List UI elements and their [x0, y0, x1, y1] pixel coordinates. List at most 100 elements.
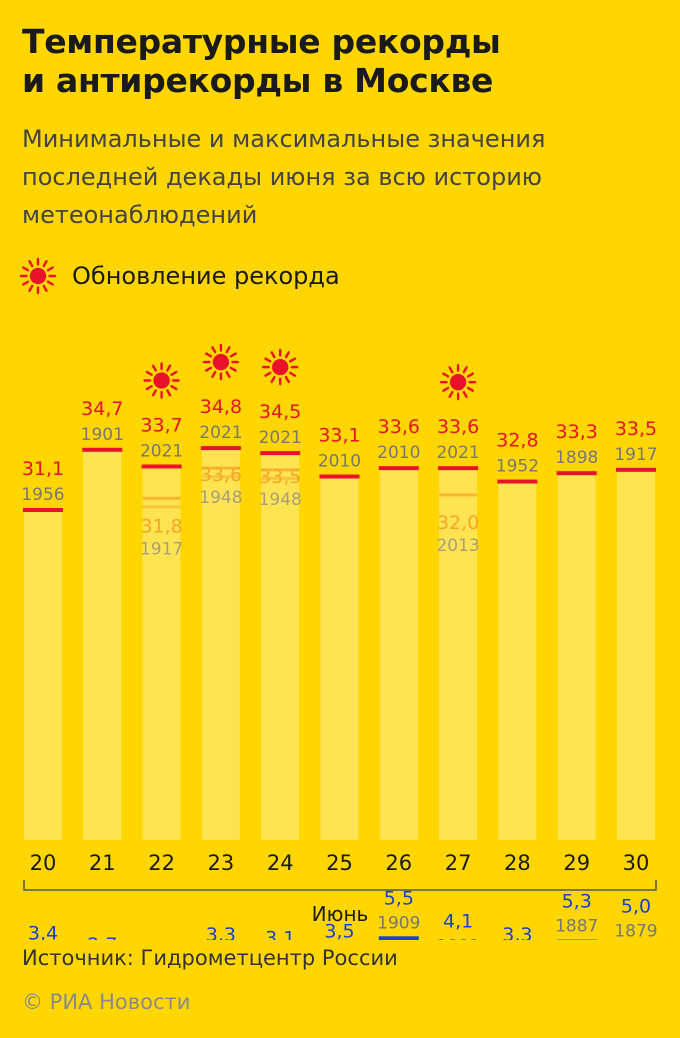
max-year: 2021	[140, 441, 183, 461]
sun-ray	[204, 366, 213, 372]
max-line	[378, 466, 419, 471]
sun-ray	[170, 385, 178, 391]
max-year: 2021	[259, 428, 302, 448]
max-line	[556, 471, 597, 476]
sun-ray	[289, 371, 297, 377]
x-tick-label: 27	[445, 851, 472, 875]
max-line	[260, 451, 301, 456]
copyright: © РИА Новости	[22, 990, 191, 1014]
sun-ray	[211, 346, 217, 354]
min-value: 3,5	[324, 921, 354, 940]
x-tick-label: 30	[623, 851, 650, 875]
max-value: 34,7	[81, 398, 123, 420]
sun-ray	[151, 389, 158, 397]
sun-icon	[19, 257, 57, 295]
max-value: 33,6	[378, 416, 420, 438]
sun-ray	[448, 366, 454, 374]
x-axis-title: Июнь	[312, 902, 369, 926]
max-year: 1917	[614, 445, 657, 465]
previous-max-value: 33,6	[200, 464, 242, 486]
title-line-2: и антирекорды в Москве	[22, 61, 494, 100]
previous-max-year: 2013	[436, 536, 479, 556]
sun-icon	[19, 257, 57, 295]
bar	[557, 473, 596, 840]
max-line	[200, 446, 241, 451]
sun-ray	[170, 370, 178, 376]
min-value: 3,3	[502, 924, 532, 940]
sun-ray	[28, 260, 34, 268]
max-value: 32,8	[496, 430, 538, 452]
sun-ray	[42, 260, 48, 268]
bar	[261, 453, 300, 840]
sun-ray	[270, 351, 276, 359]
min-value: 4,1	[443, 911, 473, 933]
previous-max-line	[261, 468, 300, 472]
max-value: 33,6	[437, 416, 479, 438]
sun-ray	[466, 386, 475, 392]
sun-ray	[284, 375, 290, 384]
sun-core	[212, 353, 230, 371]
sun-core	[449, 374, 467, 391]
min-year: 1881	[436, 937, 479, 940]
max-value: 33,7	[140, 414, 182, 436]
max-line	[82, 447, 123, 452]
previous-max-year: 1917	[140, 539, 183, 559]
max-value: 33,5	[615, 418, 657, 440]
bar	[379, 468, 418, 840]
sun-ray	[462, 366, 468, 374]
max-value: 31,1	[22, 458, 64, 480]
sun-ray	[42, 284, 48, 292]
sun-icon	[262, 348, 299, 386]
bar	[83, 449, 122, 840]
chart-area: 31,119563,418802034,719012,719002133,720…	[21, 343, 658, 940]
previous-max-line-echo	[261, 476, 300, 480]
max-year: 1956	[21, 485, 64, 505]
bar	[439, 468, 478, 840]
sun-icon	[202, 343, 240, 381]
max-value: 33,1	[318, 425, 360, 447]
max-line	[23, 507, 63, 512]
max-year: 1901	[81, 425, 124, 445]
bar	[320, 476, 359, 840]
bar	[142, 466, 181, 840]
x-tick-label: 26	[385, 851, 412, 875]
sun-ray	[264, 357, 272, 363]
min-value: 5,5	[384, 887, 414, 909]
sun-ray	[270, 375, 276, 384]
sun-core	[29, 267, 47, 285]
max-line	[616, 467, 656, 472]
sun-ray	[151, 364, 158, 372]
sun-ray	[448, 390, 454, 399]
min-line	[378, 936, 419, 940]
max-line	[319, 474, 360, 479]
min-value: 2,7	[87, 934, 117, 940]
min-year: 1879	[614, 922, 657, 940]
previous-max-line-echo	[142, 505, 181, 509]
bar	[24, 509, 62, 840]
sun-core	[272, 358, 289, 376]
subtitle-line-1: Минимальные и максимальные значения	[22, 125, 546, 153]
x-tick-label: 21	[89, 851, 116, 875]
sun-ray	[204, 352, 213, 358]
sun-ray	[225, 370, 231, 379]
sun-ray	[225, 346, 231, 354]
min-value: 3,3	[206, 924, 236, 940]
sun-ray	[284, 351, 290, 359]
sun-ray	[462, 390, 468, 399]
min-value: 3,4	[28, 922, 58, 940]
previous-max-value: 32,0	[437, 512, 479, 534]
sun-ray	[166, 389, 172, 397]
bar	[201, 448, 240, 840]
x-tick-label: 28	[504, 851, 531, 875]
max-line	[497, 479, 538, 484]
sun-ray	[466, 372, 475, 378]
x-tick-label: 24	[267, 851, 294, 875]
max-year: 2021	[199, 423, 242, 443]
bar	[617, 469, 655, 840]
